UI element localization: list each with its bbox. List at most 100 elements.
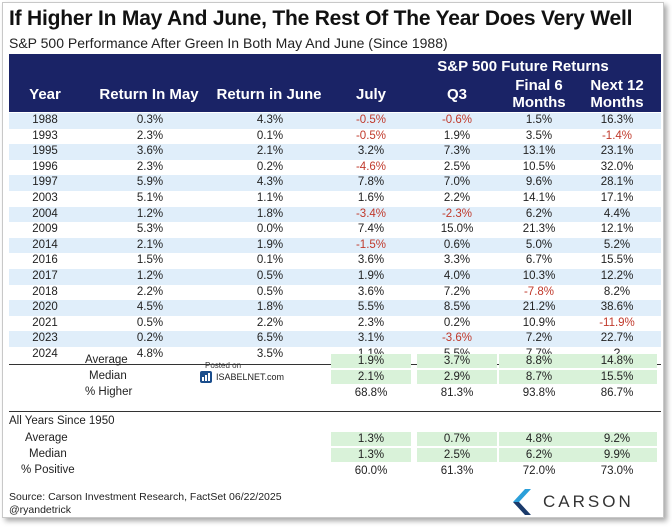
carson-chevron-icon [513, 489, 531, 515]
cell-q3: 7.3% [443, 145, 471, 158]
all-median-value-next12: 9.9% [577, 448, 657, 462]
cell-next12: 38.6% [600, 301, 634, 314]
cell-july: -4.6% [355, 160, 387, 173]
report-card: If Higher In May And June, The Rest Of T… [2, 2, 664, 518]
cell-july: 7.8% [357, 176, 385, 189]
cell-next12: 8.2% [603, 285, 631, 298]
cell-year: 2020 [32, 301, 58, 314]
cell-july: 3.6% [357, 285, 385, 298]
cell-next12: 15.5% [600, 254, 634, 267]
cell-next12: 22.7% [600, 332, 634, 345]
average-label: Average [85, 354, 128, 366]
cell-final6: 3.5% [525, 129, 553, 142]
all-median-value-final6: 6.2% [499, 448, 579, 462]
cell-may: 4.8% [136, 347, 164, 360]
higher-value-q3: 81.3% [440, 387, 474, 399]
cell-final6: 9.6% [525, 176, 553, 189]
table-row: 1988 0.3% 4.3% -0.5% -0.6% 1.5% 16.3% [9, 113, 661, 129]
cell-june: 0.5% [256, 269, 284, 282]
col-next12-line2: Months [590, 94, 644, 111]
cell-next12: -1.4% [601, 129, 633, 142]
higher-label: % Higher [85, 386, 133, 398]
cell-june: 1.9% [256, 238, 284, 251]
cell-may: 1.2% [136, 207, 164, 220]
all-positive-value-july: 60.0% [354, 465, 388, 477]
future-returns-heading: S&P 500 Future Returns [437, 58, 609, 75]
higher-value-final6: 93.8% [522, 387, 556, 399]
col-final6-line2: Months [512, 94, 566, 111]
cell-june: 1.1% [256, 191, 284, 204]
all-years-title: All Years Since 1950 [9, 415, 115, 427]
cell-q3: 0.2% [443, 316, 471, 329]
all-years-divider [9, 411, 661, 412]
cell-may: 2.2% [136, 285, 164, 298]
cell-year: 2016 [32, 254, 58, 267]
all-average-value-final6: 4.8% [499, 432, 579, 446]
cell-q3: 1.9% [443, 129, 471, 142]
cell-june: 4.3% [256, 176, 284, 189]
median-label: Median [89, 370, 127, 382]
data-rows: 1988 0.3% 4.3% -0.5% -0.6% 1.5% 16.3% 1993 2.3% 0… [9, 113, 661, 363]
watermark-brand: ISABELNET.com [199, 370, 284, 384]
col-next12: Next 12 Months [577, 77, 657, 111]
cell-may: 5.1% [136, 191, 164, 204]
cell-year: 2017 [32, 269, 58, 282]
cell-june: 1.8% [256, 301, 284, 314]
all-years-median-label: Median [29, 448, 67, 460]
col-q3: Q3 [446, 86, 467, 103]
cell-q3: 7.0% [443, 176, 471, 189]
cell-final6: 14.1% [522, 191, 556, 204]
cell-may: 4.5% [136, 301, 164, 314]
cell-final6: 13.1% [522, 145, 556, 158]
table-row: 2003 5.1% 1.1% 1.6% 2.2% 14.1% 17.1% [9, 191, 661, 207]
cell-july: 2.3% [357, 316, 385, 329]
col-final6: Final 6 Months [499, 77, 579, 111]
cell-year: 2014 [32, 238, 58, 251]
average-value-q3: 3.7% [417, 354, 497, 368]
cell-year: 2023 [32, 332, 58, 345]
cell-year: 2009 [32, 223, 58, 236]
cell-q3: 2.2% [443, 191, 471, 204]
cell-june: 0.1% [256, 254, 284, 267]
cell-june: 2.1% [256, 145, 284, 158]
cell-june: 2.2% [256, 316, 284, 329]
cell-q3: -3.6% [441, 332, 473, 345]
col-may: Return In May [99, 86, 199, 103]
cell-year: 1988 [32, 114, 58, 126]
cell-year: 2021 [32, 316, 58, 329]
cell-june: 6.5% [256, 332, 284, 345]
author-handle: @ryandetrick [9, 504, 72, 516]
all-median-value-q3: 2.5% [417, 448, 497, 462]
table-row: 2017 1.2% 0.5% 1.9% 4.0% 10.3% 12.2% [9, 268, 661, 285]
cell-year: 2003 [32, 191, 58, 204]
cell-final6: 10.3% [522, 269, 556, 282]
source-note: Source: Carson Investment Research, Fact… [9, 491, 282, 503]
cell-july: 3.6% [357, 254, 385, 267]
cell-q3: 8.5% [443, 301, 471, 314]
cell-q3: 4.0% [443, 269, 471, 282]
cell-may: 5.3% [136, 223, 164, 236]
cell-year: 2004 [32, 207, 58, 220]
cell-final6: -7.8% [523, 285, 555, 298]
all-average-value-july: 1.3% [331, 432, 411, 446]
cell-next12: 12.2% [600, 269, 634, 282]
col-july: July [355, 86, 386, 103]
cell-may: 0.3% [136, 114, 164, 126]
median-value-final6: 8.7% [499, 370, 579, 384]
cell-may: 2.3% [136, 160, 164, 173]
cell-june: 0.0% [256, 223, 284, 236]
cell-may: 0.2% [136, 332, 164, 345]
table-row: 2004 1.2% 1.8% -3.4% -2.3% 6.2% 4.4% [9, 206, 661, 223]
cell-q3: 0.6% [443, 238, 471, 251]
table-row: 2014 2.1% 1.9% -1.5% 0.6% 5.0% 5.2% [9, 237, 661, 254]
watermark: Posted on ISABELNET.com [199, 361, 284, 384]
cell-next12: 12.1% [600, 223, 634, 236]
cell-year: 1995 [32, 145, 58, 158]
table-row: 1997 5.9% 4.3% 7.8% 7.0% 9.6% 28.1% [9, 175, 661, 191]
isabelnet-logo-icon [200, 371, 212, 383]
cell-final6: 10.5% [522, 160, 556, 173]
table-row: 2020 4.5% 1.8% 5.5% 8.5% 21.2% 38.6% [9, 300, 661, 316]
all-average-value-q3: 0.7% [417, 432, 497, 446]
cell-final6: 10.9% [522, 316, 556, 329]
cell-may: 1.2% [136, 269, 164, 282]
